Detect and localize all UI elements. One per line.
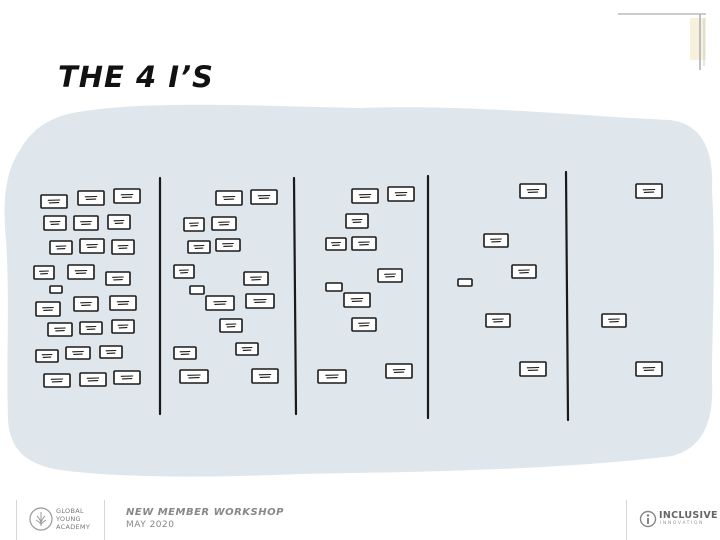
sticky-note: [317, 369, 347, 384]
sticky-note: [173, 264, 195, 279]
sticky-note: [345, 213, 369, 229]
sticky-note: [183, 217, 205, 232]
sticky-note: [65, 346, 91, 360]
board-background: [4, 104, 714, 477]
sticky-note: [40, 194, 68, 209]
sticky-note: [105, 271, 131, 286]
sticky-note: [243, 271, 269, 286]
sticky-note: [601, 313, 627, 328]
sticky-note: [351, 317, 377, 332]
corner-decoration: [618, 13, 706, 70]
sticky-note: [343, 292, 371, 308]
footer-separator-mid: [104, 500, 105, 540]
sticky-note: [107, 214, 131, 230]
sticky-note: [111, 319, 135, 334]
sticky-note: [245, 293, 275, 309]
org-name-line3: ACADEMY: [56, 523, 91, 531]
sticky-note: [511, 264, 537, 279]
workshop-date: MAY 2020: [126, 520, 175, 530]
sticky-note: [457, 278, 473, 287]
sticky-note: [235, 342, 259, 356]
sticky-note: [49, 285, 63, 294]
sticky-note: [251, 368, 279, 384]
sticky-note: [215, 238, 241, 252]
sticky-note: [485, 313, 511, 328]
inclusive-innovation-logo-icon: [639, 510, 657, 528]
sticky-note: [351, 188, 379, 204]
sticky-note: [519, 183, 547, 199]
sticky-note: [385, 363, 413, 379]
column-divider: [292, 176, 298, 416]
sticky-note: [635, 361, 663, 377]
sticky-note: [77, 190, 105, 206]
sticky-note: [519, 361, 547, 377]
sticky-note: [173, 346, 197, 360]
sticky-note: [113, 188, 141, 204]
sticky-note: [35, 349, 59, 363]
footer-separator-right: [626, 500, 627, 540]
sticky-note: [325, 237, 347, 251]
sticky-note: [113, 370, 141, 385]
global-young-academy-logo-icon: [29, 507, 53, 531]
column-divider: [564, 170, 570, 422]
sticky-note-board: [4, 104, 714, 477]
sticky-note: [35, 301, 61, 317]
sticky-note: [250, 189, 278, 205]
partner-subtitle: INNOVATION: [660, 521, 705, 526]
org-name-line2: YOUNG: [56, 515, 81, 523]
org-name-line1: GLOBAL: [56, 507, 84, 515]
partner-name: INCLUSIVE: [659, 510, 718, 521]
sticky-note: [189, 285, 205, 295]
sticky-note: [205, 295, 235, 311]
sticky-note: [73, 296, 99, 312]
sticky-note: [109, 295, 137, 311]
sticky-note: [387, 186, 415, 202]
sticky-note: [79, 372, 107, 387]
sticky-note: [73, 215, 99, 231]
sticky-note: [483, 233, 509, 248]
sticky-note: [377, 268, 403, 283]
sticky-note: [211, 216, 237, 231]
sticky-note: [47, 322, 73, 337]
sticky-note: [43, 373, 71, 388]
sticky-note: [99, 345, 123, 359]
workshop-title: NEW MEMBER WORKSHOP: [126, 507, 284, 518]
sticky-note: [43, 215, 67, 231]
footer-separator-left: [16, 500, 17, 540]
sticky-note: [49, 240, 73, 255]
sticky-note: [79, 321, 103, 335]
sticky-note: [215, 190, 243, 206]
sticky-note: [635, 183, 663, 199]
sticky-note: [351, 236, 377, 251]
sticky-note: [325, 282, 343, 292]
sticky-note: [79, 238, 105, 254]
sticky-note: [67, 264, 95, 280]
sticky-note: [111, 239, 135, 255]
sticky-note: [33, 265, 55, 280]
sticky-note: [187, 240, 211, 254]
sticky-note: [179, 369, 209, 384]
sticky-note: [219, 318, 243, 333]
slide-title: THE 4 I’S: [58, 60, 214, 94]
